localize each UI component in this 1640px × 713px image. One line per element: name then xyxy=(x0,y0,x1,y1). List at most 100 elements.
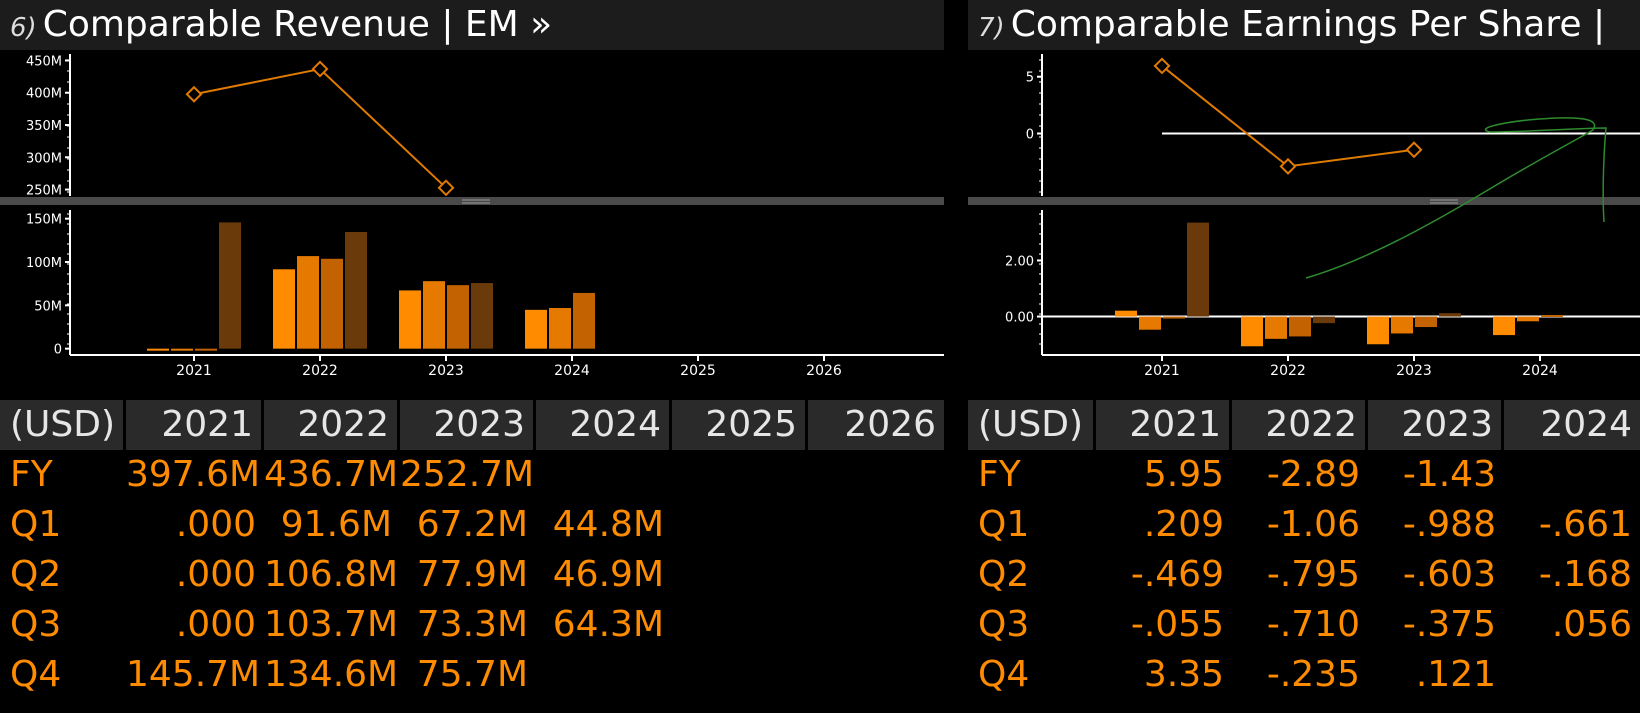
table-row[interactable]: Q2 .000 106.8M 77.9M 46.9M xyxy=(0,550,944,600)
year-header[interactable]: 2023 xyxy=(1368,400,1504,450)
y-tick-label: 100M xyxy=(26,256,62,271)
table-row[interactable]: FY 397.6M 436.7M 252.7M xyxy=(0,450,944,500)
x-tick-label: 2024 xyxy=(554,363,590,379)
year-header[interactable]: 2026 xyxy=(808,400,944,450)
x-tick-label: 2021 xyxy=(1144,363,1180,379)
bar xyxy=(195,348,217,351)
table-cell[interactable] xyxy=(672,450,808,500)
table-cell[interactable] xyxy=(808,650,944,700)
table-row[interactable]: Q4 3.35 -.235 .121 xyxy=(968,650,1640,700)
table-cell[interactable] xyxy=(672,650,808,700)
table-row[interactable]: FY 5.95 -2.89 -1.43 xyxy=(968,450,1640,500)
table-cell[interactable]: -.795 xyxy=(1266,554,1360,595)
table-cell[interactable]: -.375 xyxy=(1402,604,1496,645)
row-label: FY xyxy=(978,454,1021,495)
bar xyxy=(1115,310,1137,317)
year-header[interactable]: 2025 xyxy=(672,400,808,450)
table-cell[interactable]: 75.7M xyxy=(416,654,528,695)
table-row[interactable]: Q3 .000 103.7M 73.3M 64.3M xyxy=(0,600,944,650)
year-header[interactable]: 2024 xyxy=(536,400,672,450)
year-header[interactable]: 2023 xyxy=(400,400,536,450)
table-cell[interactable] xyxy=(1504,450,1640,500)
table-cell[interactable]: 436.7M xyxy=(264,454,399,495)
year-header[interactable]: 2022 xyxy=(1232,400,1368,450)
table-cell[interactable]: 134.6M xyxy=(264,654,399,695)
row-label: FY xyxy=(10,454,53,495)
table-cell[interactable]: -2.89 xyxy=(1266,454,1360,495)
currency-label: (USD) xyxy=(968,400,1096,450)
table-cell[interactable] xyxy=(672,550,808,600)
bar xyxy=(1289,316,1311,337)
table-row[interactable]: Q1 .000 91.6M 67.2M 44.8M xyxy=(0,500,944,550)
x-tick-label: 2026 xyxy=(806,363,842,379)
table-cell[interactable] xyxy=(808,550,944,600)
table-cell[interactable]: 67.2M xyxy=(416,504,528,545)
table-cell[interactable]: .000 xyxy=(175,554,256,595)
series-line xyxy=(193,67,447,189)
bar xyxy=(549,308,571,349)
table-cell[interactable] xyxy=(808,450,944,500)
table-row[interactable]: Q2 -.469 -.795 -.603 -.168 xyxy=(968,550,1640,600)
table-cell[interactable]: -.055 xyxy=(1130,604,1224,645)
table-row[interactable]: Q3 -.055 -.710 -.375 .056 xyxy=(968,600,1640,650)
eps-chart[interactable]: 5 0 2.00 0.00 2021 2022 2023 2024 xyxy=(968,50,1640,400)
table-cell[interactable]: 145.7M xyxy=(126,654,261,695)
table-cell[interactable]: 3.35 xyxy=(1143,654,1224,695)
bar xyxy=(447,285,469,349)
panel-title: Comparable Earnings Per Share | xyxy=(1010,4,1606,45)
table-cell[interactable] xyxy=(1504,650,1640,700)
table-row[interactable]: Q4 145.7M 134.6M 75.7M xyxy=(0,650,944,700)
y-tick-label: 50M xyxy=(34,299,62,314)
revenue-panel-title-bar[interactable]: 6) Comparable Revenue | EM » xyxy=(0,0,944,50)
y-tick-label: 0 xyxy=(54,343,62,358)
table-cell[interactable]: .000 xyxy=(175,504,256,545)
table-cell[interactable]: 397.6M xyxy=(126,454,261,495)
year-header[interactable]: 2022 xyxy=(264,400,400,450)
table-cell[interactable] xyxy=(808,500,944,550)
table-cell[interactable]: 91.6M xyxy=(280,504,392,545)
x-tick-label: 2021 xyxy=(176,363,212,379)
table-cell[interactable]: -1.06 xyxy=(1266,504,1360,545)
bar xyxy=(1415,316,1437,328)
row-label: Q4 xyxy=(10,654,62,695)
revenue-chart[interactable]: 250M 300M 350M 400M 450M 0 50M 100M 150M 2021 2022… xyxy=(0,50,944,400)
table-cell[interactable]: -.603 xyxy=(1402,554,1496,595)
eps-panel-title-bar[interactable]: 7) Comparable Earnings Per Share | xyxy=(968,0,1640,50)
year-header[interactable]: 2021 xyxy=(1096,400,1232,450)
table-cell[interactable] xyxy=(672,600,808,650)
table-cell[interactable]: .000 xyxy=(175,604,256,645)
table-cell[interactable] xyxy=(536,450,672,500)
table-cell[interactable]: 73.3M xyxy=(416,604,528,645)
table-cell[interactable]: -.469 xyxy=(1130,554,1224,595)
data-point xyxy=(1279,157,1297,175)
table-cell[interactable]: -.710 xyxy=(1266,604,1360,645)
y-tick-label: 5 xyxy=(1026,71,1034,86)
table-cell[interactable]: 77.9M xyxy=(416,554,528,595)
table-cell[interactable] xyxy=(536,650,672,700)
table-cell[interactable]: .209 xyxy=(1143,504,1224,545)
table-cell[interactable] xyxy=(672,500,808,550)
bar xyxy=(1265,316,1287,339)
table-cell[interactable]: 106.8M xyxy=(264,554,399,595)
table-row[interactable]: Q1 .209 -1.06 -.988 -.661 xyxy=(968,500,1640,550)
chart-divider xyxy=(968,197,1640,205)
table-cell[interactable]: .056 xyxy=(1551,604,1632,645)
table-cell[interactable]: -.168 xyxy=(1538,554,1632,595)
table-cell[interactable]: 252.7M xyxy=(400,454,535,495)
table-cell[interactable]: -.988 xyxy=(1402,504,1496,545)
table-cell[interactable]: 64.3M xyxy=(552,604,664,645)
table-cell[interactable] xyxy=(808,600,944,650)
table-cell[interactable]: .121 xyxy=(1415,654,1496,695)
table-cell[interactable]: 5.95 xyxy=(1143,454,1224,495)
panel-number: 7) xyxy=(978,13,1005,43)
table-cell[interactable]: -1.43 xyxy=(1402,454,1496,495)
table-cell[interactable]: 103.7M xyxy=(264,604,399,645)
year-header[interactable]: 2024 xyxy=(1504,400,1640,450)
table-cell[interactable]: -.661 xyxy=(1538,504,1632,545)
table-cell[interactable]: 44.8M xyxy=(552,504,664,545)
table-cell[interactable]: 46.9M xyxy=(552,554,664,595)
table-cell[interactable]: -.235 xyxy=(1266,654,1360,695)
year-header[interactable]: 2021 xyxy=(126,400,264,450)
bottom-strip xyxy=(0,700,1640,713)
y-tick-label: 0.00 xyxy=(1005,311,1034,326)
